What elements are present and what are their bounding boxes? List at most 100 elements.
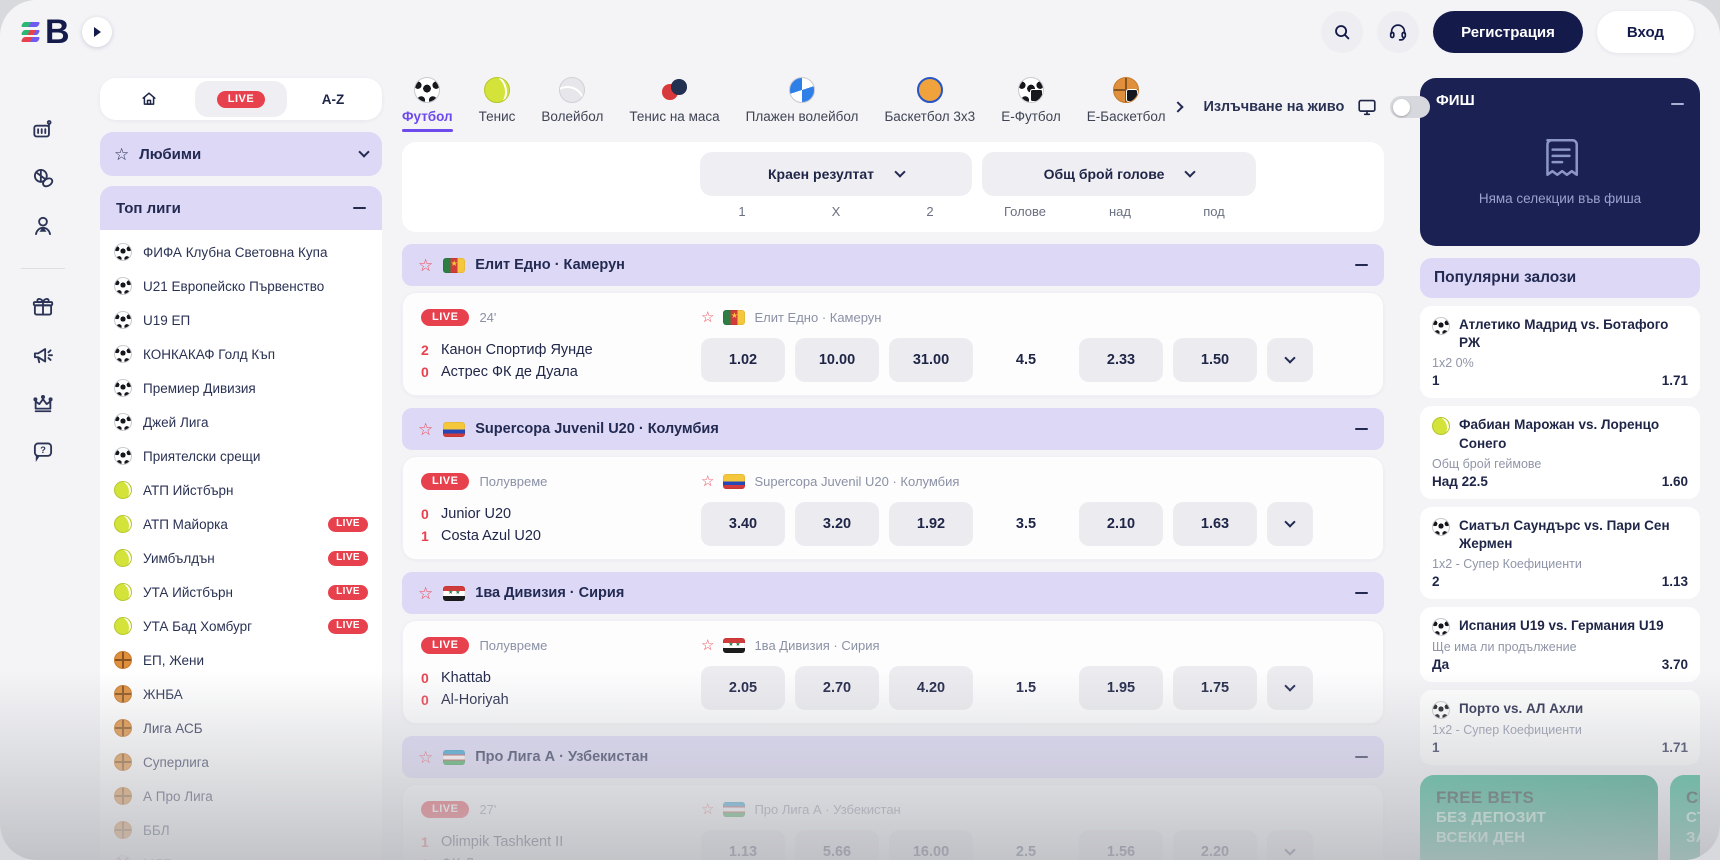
sidebar-league-item[interactable]: ЖНБА <box>100 677 382 711</box>
odds-button-x[interactable]: 10.00 <box>795 338 879 382</box>
sport-tab-beachvolley[interactable]: Плажен волейбол <box>746 77 858 132</box>
sports-nav-button[interactable] <box>21 156 65 200</box>
sidebar-league-item[interactable]: ЕП, Жени <box>100 643 382 677</box>
expand-match-button[interactable] <box>1267 830 1313 860</box>
sidebar-league-item[interactable]: АТП Ийстбърн <box>100 473 382 507</box>
favorite-star-icon[interactable]: ☆ <box>701 308 715 326</box>
sidebar-league-item[interactable]: УТА Бад Хомбург LIVE <box>100 609 382 643</box>
expand-match-button[interactable] <box>1267 502 1313 546</box>
popular-bet-card[interactable]: Атлетико Мадрид vs. Ботафого РЖ 1x2 0% 1… <box>1420 306 1700 399</box>
tab-az[interactable]: A-Z <box>287 81 379 117</box>
popular-bet-card[interactable]: Сиатъл Саундърс vs. Пари Сен Жермен 1x2 … <box>1420 506 1700 600</box>
expand-sidebar-button[interactable] <box>81 17 112 47</box>
collapse-icon[interactable] <box>1355 591 1368 595</box>
odds-button-2[interactable]: 1.92 <box>889 502 973 546</box>
sidebar-league-item[interactable]: U21 Европейско Първенство <box>100 269 382 303</box>
news-nav-button[interactable] <box>21 333 65 377</box>
odds-button-1[interactable]: 3.40 <box>701 502 785 546</box>
market-select-totals[interactable]: Общ брой голове <box>982 152 1256 196</box>
popular-bet-card[interactable]: Испания U19 vs. Германия U19 Ще има ли п… <box>1420 607 1700 683</box>
odds-button-over[interactable]: 2.10 <box>1079 502 1163 546</box>
sport-tab-tabletennis[interactable]: Тенис на маса <box>629 77 720 132</box>
sport-tab-ebasketball[interactable]: Е-Баскетбол <box>1087 77 1165 132</box>
sidebar-league-item[interactable]: Лига АСБ <box>100 711 382 745</box>
login-button[interactable]: Вход <box>1596 11 1694 53</box>
support-button[interactable] <box>1377 11 1420 53</box>
promo-banner[interactable]: СПО СЪ ЗА Т <box>1670 775 1700 860</box>
collapse-icon[interactable] <box>1355 263 1368 267</box>
odds-button-under[interactable]: 2.20 <box>1173 830 1257 860</box>
sport-tab-efootball[interactable]: Е-Футбол <box>1001 77 1061 132</box>
favorite-star-icon[interactable]: ☆ <box>418 583 434 603</box>
tabs-scroll-right-button[interactable] <box>1165 94 1191 120</box>
odds-button-2[interactable]: 16.00 <box>889 830 973 860</box>
sidebar-league-item[interactable]: КОНКАКАФ Голд Къп <box>100 337 382 371</box>
odds-button-over[interactable]: 1.95 <box>1079 666 1163 710</box>
search-button[interactable] <box>1321 11 1364 53</box>
betslip-collapse-button[interactable] <box>1671 93 1684 108</box>
odds-button-x[interactable]: 2.70 <box>795 666 879 710</box>
sidebar-league-item[interactable]: УТА Ийстбърн LIVE <box>100 575 382 609</box>
league-section-header[interactable]: ☆ Про Лига А · Узбекистан <box>402 736 1384 778</box>
match-card[interactable]: LIVE Полувреме 0 Khattab 0 Al-Horiyah <box>402 620 1384 724</box>
vip-nav-button[interactable] <box>21 381 65 425</box>
odds-button-x[interactable]: 3.20 <box>795 502 879 546</box>
expand-match-button[interactable] <box>1267 666 1313 710</box>
odds-button-over[interactable]: 1.56 <box>1079 830 1163 860</box>
sidebar-league-item[interactable]: Премиер Дивизия <box>100 371 382 405</box>
match-card[interactable]: LIVE Полувреме 0 Junior U20 1 Costa Azul… <box>402 456 1384 560</box>
sidebar-league-item[interactable]: U19 ЕП <box>100 303 382 337</box>
match-card[interactable]: LIVE 27' 1 Olimpik Tashkent II 0 ФК Джах… <box>402 784 1384 860</box>
sidebar-league-item[interactable]: ФИФА Клубна Световна Купа <box>100 235 382 269</box>
odds-button-2[interactable]: 31.00 <box>889 338 973 382</box>
popular-bet-card[interactable]: Фабиан Марожан vs. Лоренцо Сонего Общ бр… <box>1420 406 1700 499</box>
promotions-nav-button[interactable] <box>21 285 65 329</box>
register-button[interactable]: Регистрация <box>1433 11 1583 53</box>
odds-button-2[interactable]: 4.20 <box>889 666 973 710</box>
sport-tab-volleyball[interactable]: Волейбол <box>541 77 603 132</box>
collapse-icon[interactable] <box>1355 427 1368 431</box>
match-card[interactable]: LIVE 24' 2 Канон Спортиф Яунде 0 Астрес … <box>402 292 1384 396</box>
top-leagues-header[interactable]: Топ лиги <box>100 186 382 230</box>
sidebar-league-item[interactable]: Приятелски срещи <box>100 439 382 473</box>
sport-tab-tennis[interactable]: Тенис <box>479 77 515 132</box>
favorites-section[interactable]: ☆ Любими <box>100 132 382 176</box>
live-stream-toggle[interactable] <box>1390 96 1431 118</box>
odds-button-1[interactable]: 1.02 <box>701 338 785 382</box>
favorite-star-icon[interactable]: ☆ <box>701 472 715 490</box>
sidebar-league-item[interactable]: Уимбълдън LIVE <box>100 541 382 575</box>
live-casino-nav-button[interactable] <box>21 204 65 248</box>
odds-button-1[interactable]: 1.13 <box>701 830 785 860</box>
market-select-result[interactable]: Краен резултат <box>700 152 972 196</box>
sidebar-league-item[interactable]: ББЛ <box>100 813 382 847</box>
sidebar-league-item[interactable]: АТП Майорка LIVE <box>100 507 382 541</box>
sport-tab-football[interactable]: Футбол <box>402 77 453 132</box>
slots-nav-button[interactable] <box>21 108 65 152</box>
league-section-header[interactable]: ☆ 1ва Дивизия · Сирия <box>402 572 1384 614</box>
odds-button-under[interactable]: 1.63 <box>1173 502 1257 546</box>
tab-home[interactable] <box>103 81 195 117</box>
favorite-star-icon[interactable]: ☆ <box>418 419 434 439</box>
sidebar-league-item[interactable]: А Про Лига <box>100 779 382 813</box>
favorite-star-icon[interactable]: ☆ <box>701 800 715 818</box>
favorite-star-icon[interactable]: ☆ <box>418 747 434 767</box>
expand-match-button[interactable] <box>1267 338 1313 382</box>
promo-banner[interactable]: FREE BETS БЕЗ ДЕПОЗИТ ВСЕКИ ДЕН <box>1420 775 1658 860</box>
odds-button-1[interactable]: 2.05 <box>701 666 785 710</box>
favorite-star-icon[interactable]: ☆ <box>701 636 715 654</box>
favorite-star-icon[interactable]: ☆ <box>418 255 434 275</box>
odds-button-under[interactable]: 1.50 <box>1173 338 1257 382</box>
sport-tab-basketball3[interactable]: Баскетбол 3x3 <box>884 77 975 132</box>
sidebar-league-item[interactable]: Суперлига <box>100 745 382 779</box>
league-section-header[interactable]: ☆ Supercopa Juvenil U20 · Колумбия <box>402 408 1384 450</box>
odds-button-x[interactable]: 5.66 <box>795 830 879 860</box>
odds-button-under[interactable]: 1.75 <box>1173 666 1257 710</box>
help-nav-button[interactable]: ? <box>21 429 65 473</box>
collapse-icon[interactable] <box>1355 755 1368 759</box>
sidebar-league-item[interactable]: МЛБ <box>100 847 382 860</box>
league-section-header[interactable]: ☆ Елит Едно · Камерун <box>402 244 1384 286</box>
popular-bet-card[interactable]: Порто vs. АЛ Ахли 1x2 - Супер Коефициент… <box>1420 690 1700 766</box>
brand-logo[interactable]: B <box>20 13 112 52</box>
sidebar-league-item[interactable]: Джей Лига <box>100 405 382 439</box>
odds-button-over[interactable]: 2.33 <box>1079 338 1163 382</box>
